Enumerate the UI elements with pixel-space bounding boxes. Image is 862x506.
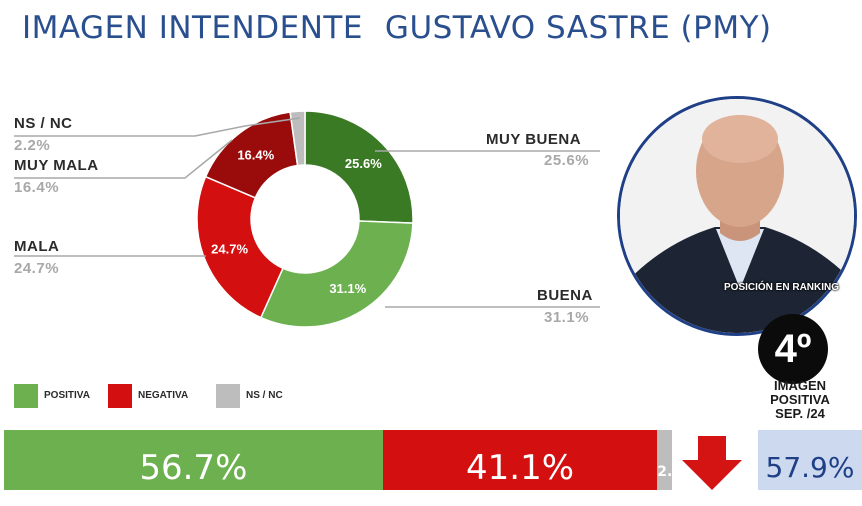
title-text: IMAGEN INTENDENTE (22, 10, 363, 46)
callout-mala-label: MALA (14, 238, 60, 255)
down-arrow-icon (682, 436, 742, 490)
callout-line-muy-mala (14, 139, 233, 179)
donut-slice-buena (259, 220, 414, 328)
previous-label-line2: POSITIVA (770, 392, 830, 407)
donut-label-mala: 24.7% (211, 242, 248, 257)
bar-segment-negativa: 41.1% (382, 430, 658, 490)
portrait-image (620, 99, 854, 333)
callout-nsnc-value: 2.2% (14, 137, 51, 154)
bar-segment-positiva: 56.7% (4, 430, 383, 490)
previous-label: IMAGEN POSITIVA SEP. /24 (752, 379, 848, 421)
donut-slice-mala (196, 175, 284, 319)
legend-label-positiva: POSITIVA (44, 390, 90, 401)
legend-swatch-nsnc (216, 384, 240, 408)
previous-label-line3: SEP. /24 (775, 406, 825, 421)
callout-lines (14, 117, 600, 308)
page-title: IMAGEN INTENDENTE GUSTAVO SASTRE (PMY) (22, 10, 772, 46)
callout-muy-buena-label: MUY BUENA (486, 131, 582, 148)
donut-slice-nsnc (289, 110, 306, 167)
ranking-label: POSICIÓN EN RANKING (724, 282, 840, 293)
callout-muy-mala-value: 16.4% (14, 179, 60, 196)
callout-mala-value: 24.7% (14, 260, 60, 277)
bar-segment-nsnc: 2.2% (657, 430, 672, 490)
donut-label-muy-buena: 25.6% (345, 156, 382, 171)
previous-value: 57.9% (758, 430, 862, 490)
legend-label-negativa: NEGATIVA (138, 390, 189, 401)
donut-label-muy-mala: 16.4% (237, 148, 274, 163)
previous-label-line1: IMAGEN (774, 378, 826, 393)
callout-line-nsnc (14, 117, 301, 137)
legend-swatch-negativa (108, 384, 132, 408)
callout-buena-value: 31.1% (544, 309, 590, 326)
legend-label-nsnc: NS / NC (246, 390, 283, 401)
donut-label-buena: 31.1% (329, 281, 366, 296)
callout-buena-label: BUENA (537, 287, 593, 304)
callout-muy-buena-value: 25.6% (544, 152, 590, 169)
legend-swatch-positiva (14, 384, 38, 408)
donut-slice-muy-buena (304, 110, 414, 224)
donut-chart: 25.6% 31.1% 24.7% 16.4% (14, 110, 600, 328)
callout-muy-mala-label: MUY MALA (14, 157, 99, 174)
callout-nsnc-label: NS / NC (14, 115, 73, 132)
ranking-badge: 4º (758, 314, 828, 384)
candidate-photo (617, 96, 857, 336)
candidate-name: GUSTAVO SASTRE (PMY) (384, 10, 772, 46)
